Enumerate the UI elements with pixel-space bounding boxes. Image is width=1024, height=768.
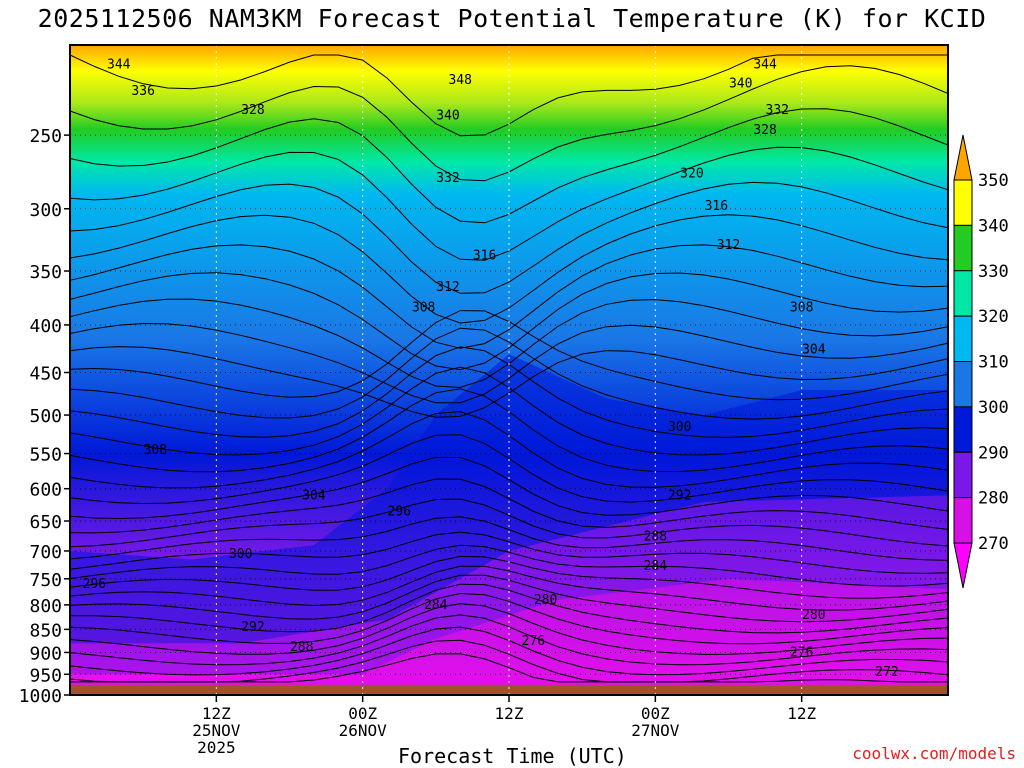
y-tick-label: 350 bbox=[29, 262, 62, 283]
x-tick-label: 00Z bbox=[641, 704, 670, 723]
y-tick-label: 950 bbox=[29, 665, 62, 686]
y-tick-label: 1000 bbox=[19, 686, 62, 707]
y-tick-label: 550 bbox=[29, 445, 62, 466]
contour-label: 304 bbox=[302, 488, 326, 503]
contour-label: 292 bbox=[668, 488, 691, 503]
contour-label: 328 bbox=[753, 123, 776, 138]
y-tick-label: 400 bbox=[29, 316, 62, 337]
contour-label: 276 bbox=[790, 645, 813, 660]
contour-label: 296 bbox=[388, 505, 411, 520]
y-tick-label: 900 bbox=[29, 643, 62, 664]
field-band-2 bbox=[70, 578, 948, 685]
contour-label: 316 bbox=[705, 199, 728, 214]
contour-label: 348 bbox=[448, 73, 471, 88]
y-tick-label: 450 bbox=[29, 364, 62, 385]
colorbar-label: 350 bbox=[978, 171, 1009, 191]
colorbar-label: 290 bbox=[978, 443, 1009, 463]
colorbar-label: 310 bbox=[978, 353, 1009, 373]
y-tick-label: 250 bbox=[29, 126, 62, 147]
colorbar-label: 300 bbox=[978, 398, 1009, 418]
y-tick-label: 600 bbox=[29, 480, 62, 501]
contour-line bbox=[69, 603, 949, 655]
colorbar-segment bbox=[953, 497, 973, 544]
contour-label: 284 bbox=[644, 559, 668, 574]
y-tick-label: 700 bbox=[29, 542, 62, 563]
contour-label: 292 bbox=[241, 620, 264, 635]
x-axis-label: Forecast Time (UTC) bbox=[398, 744, 627, 768]
colorbar-label: 320 bbox=[978, 307, 1009, 327]
x-tick-label: 12Z bbox=[495, 704, 524, 723]
colorbar-segment bbox=[953, 361, 973, 408]
contour-label: 296 bbox=[83, 577, 106, 592]
contour-line bbox=[69, 498, 949, 548]
contour-label: 344 bbox=[107, 58, 131, 73]
colorbar-segment bbox=[953, 179, 973, 226]
contour-label: 280 bbox=[802, 608, 825, 623]
y-tick-label: 750 bbox=[29, 570, 62, 591]
contour-label: 308 bbox=[412, 300, 435, 315]
y-tick-label: 500 bbox=[29, 406, 62, 427]
colorbar-segment bbox=[953, 315, 973, 362]
contour-label: 328 bbox=[241, 103, 264, 118]
colorbar-label: 340 bbox=[978, 216, 1009, 236]
contour-label: 312 bbox=[717, 238, 740, 253]
x-tick-label: 25NOV bbox=[192, 721, 241, 740]
x-tick-label: 00Z bbox=[348, 704, 377, 723]
colorbar-segment bbox=[953, 224, 973, 272]
x-tick-label: 12Z bbox=[787, 704, 816, 723]
colorbar-segment bbox=[953, 270, 973, 317]
colorbar-top-arrow bbox=[953, 134, 973, 181]
x-tick-label: 2025 bbox=[197, 738, 236, 757]
contour-label: 316 bbox=[473, 249, 496, 264]
contour-label: 276 bbox=[522, 634, 545, 649]
y-tick-label: 850 bbox=[29, 620, 62, 641]
contour-label: 300 bbox=[229, 547, 252, 562]
credit-link[interactable]: coolwx.com/models bbox=[852, 744, 1016, 763]
contour-label: 312 bbox=[436, 280, 459, 295]
y-tick-label: 650 bbox=[29, 512, 62, 533]
contour-label: 304 bbox=[802, 342, 826, 357]
contour-label: 308 bbox=[144, 443, 167, 458]
contour-label: 336 bbox=[131, 84, 154, 99]
ground-surface bbox=[70, 684, 948, 695]
contour-line bbox=[69, 322, 949, 404]
y-tick-label: 800 bbox=[29, 596, 62, 617]
x-tick-label: 12Z bbox=[202, 704, 231, 723]
colorbar-bottom-arrow bbox=[953, 542, 973, 589]
contour-label: 332 bbox=[766, 103, 789, 118]
contour-label: 272 bbox=[875, 665, 898, 680]
x-tick-label: 26NOV bbox=[339, 721, 388, 740]
x-tick-label: 27NOV bbox=[631, 721, 680, 740]
contour-label: 288 bbox=[290, 640, 313, 655]
field-band-1 bbox=[70, 495, 948, 675]
colorbar-label: 330 bbox=[978, 262, 1009, 282]
colorbar-segment bbox=[953, 406, 973, 453]
contour-label: 300 bbox=[668, 420, 691, 435]
contour-label: 340 bbox=[436, 108, 459, 123]
contour-label: 340 bbox=[729, 76, 752, 91]
contour-line bbox=[69, 516, 949, 561]
contour-line bbox=[69, 434, 949, 505]
contour-label: 280 bbox=[534, 593, 557, 608]
y-tick-label: 300 bbox=[29, 200, 62, 221]
contour-label: 320 bbox=[680, 167, 703, 182]
contour-line bbox=[69, 583, 949, 634]
contour-label: 288 bbox=[644, 529, 667, 544]
colorbar-segment bbox=[953, 451, 973, 499]
contour-label: 344 bbox=[753, 58, 777, 73]
contour-label: 308 bbox=[790, 300, 813, 315]
colorbar-label: 280 bbox=[978, 489, 1009, 509]
contour-label: 332 bbox=[436, 171, 459, 186]
colorbar-label: 270 bbox=[978, 534, 1009, 554]
chart-title: 2025112506 NAM3KM Forecast Potential Tem… bbox=[37, 4, 987, 33]
contour-label: 284 bbox=[424, 598, 448, 613]
